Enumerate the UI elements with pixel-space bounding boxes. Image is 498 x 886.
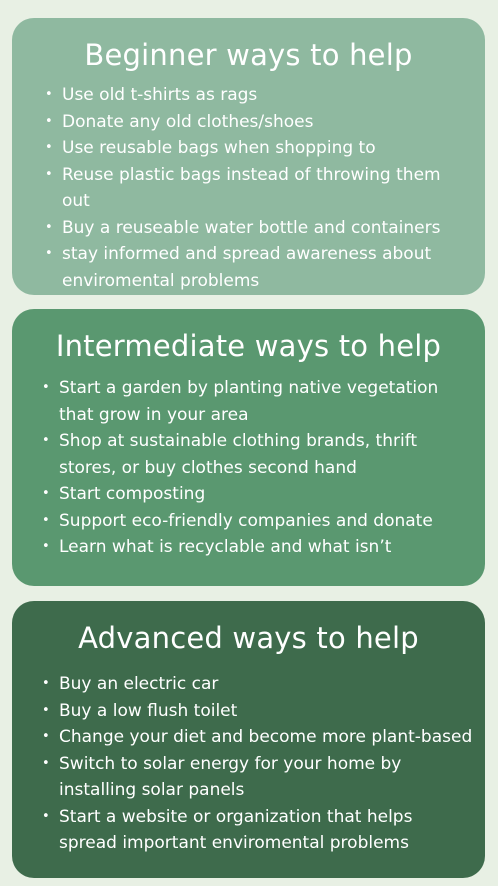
bullet-icon: • [42, 729, 50, 744]
list-item: • Support eco-friendly companies and dona… [42, 508, 473, 535]
bullet-icon: • [42, 512, 50, 528]
list-item: • stay informed and spread awareness abou… [45, 241, 471, 294]
list-item: • Buy an electric car [42, 671, 473, 698]
list-item: • Switch to solar energy for your home by… [42, 751, 473, 804]
beginner-title: Beginner ways to help [84, 38, 413, 72]
list-item: • Start a garden by planting native veget… [42, 375, 473, 428]
bullet-icon: • [42, 539, 50, 554]
bullet-icon: • [42, 755, 50, 771]
list-item: • Start a website or organization that he… [42, 804, 473, 857]
intermediate-card: Intermediate ways to help • Start a garde… [12, 309, 485, 586]
intermediate-title: Intermediate ways to help [55, 329, 442, 363]
bullet-icon: • [42, 808, 50, 824]
bullet-icon: • [42, 380, 50, 395]
bullet-icon: • [42, 702, 50, 718]
list-item: • Learn what is recyclable and what isn’t [42, 534, 473, 561]
advanced-card: Advanced ways to help • Buy an electric c… [12, 601, 485, 878]
bullet-icon: • [42, 433, 50, 448]
list-item: • Donate any old clothes/shoes [45, 109, 471, 136]
list-item: • Shop at sustainable clothing brands, th… [42, 428, 473, 481]
bullet-icon: • [45, 87, 53, 102]
list-item: • Buy a low flush toilet [42, 698, 473, 725]
bullet-icon: • [45, 166, 53, 182]
intermediate-list: • Start a garden by planting native veget… [12, 375, 485, 561]
advanced-list: • Buy an electric car • Buy a low flush to… [12, 671, 485, 857]
advanced-title: Advanced ways to help [78, 621, 419, 655]
bullet-icon: • [42, 676, 50, 691]
bullet-icon: • [45, 246, 53, 261]
list-item: • Change your diet and become more plant-… [42, 724, 473, 751]
list-item: • Buy a reuseable water bottle and contai… [45, 215, 471, 242]
bullet-icon: • [45, 219, 53, 235]
list-item: • Use old t-shirts as rags [45, 82, 471, 109]
beginner-list: • Use old t-shirts as rags • Donate any ol… [12, 82, 485, 294]
list-item: • Start composting [42, 481, 473, 508]
list-item: • Use reusable bags when shopping to [45, 135, 471, 162]
bullet-icon: • [45, 113, 53, 129]
bullet-icon: • [45, 140, 53, 155]
list-item: • Reuse plastic bags instead of throwing … [45, 162, 471, 215]
bullet-icon: • [42, 486, 50, 501]
beginner-card: Beginner ways to help • Use old t-shirts … [12, 18, 485, 295]
